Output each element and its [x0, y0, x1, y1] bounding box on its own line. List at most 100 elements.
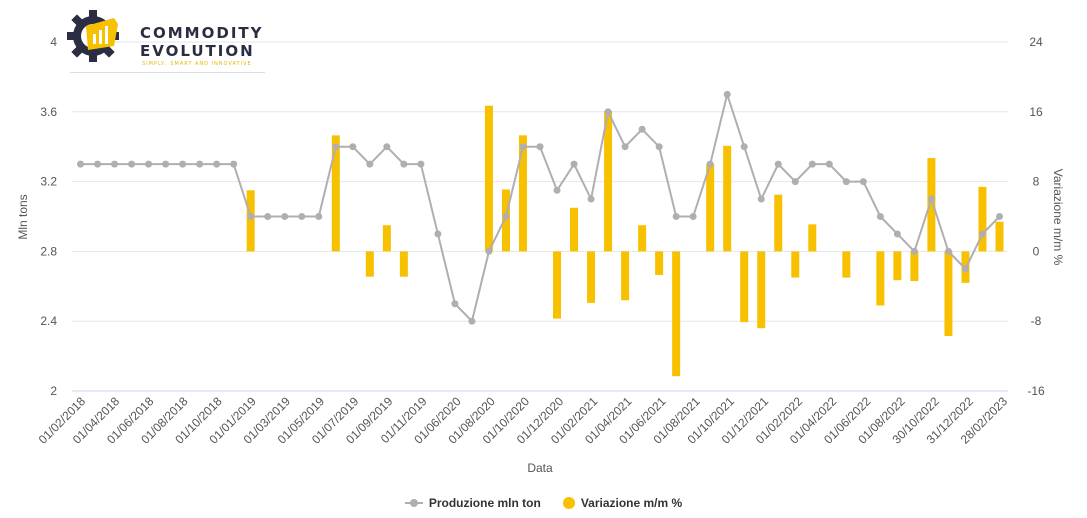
production-point[interactable] — [502, 213, 510, 220]
variation-bar[interactable] — [621, 251, 630, 301]
production-point[interactable] — [383, 143, 391, 151]
production-point[interactable] — [791, 178, 799, 186]
variation-bar[interactable] — [893, 251, 902, 281]
production-point[interactable] — [94, 160, 102, 168]
variation-bar[interactable] — [638, 225, 647, 252]
variation-bar[interactable] — [927, 158, 936, 252]
production-point[interactable] — [145, 160, 153, 168]
production-point[interactable] — [723, 90, 731, 98]
production-point[interactable] — [519, 143, 527, 151]
logo-text-evolution: EVOLUTION — [140, 42, 255, 60]
variation-bar[interactable] — [604, 110, 613, 252]
variation-bar[interactable] — [246, 190, 255, 252]
production-point[interactable] — [706, 160, 714, 168]
production-point[interactable] — [655, 143, 663, 151]
production-point[interactable] — [332, 143, 340, 151]
production-point[interactable] — [162, 160, 170, 168]
production-point[interactable] — [808, 160, 816, 168]
variation-bar[interactable] — [587, 251, 596, 303]
variation-bar[interactable] — [723, 145, 732, 252]
production-point[interactable] — [587, 195, 595, 203]
production-point[interactable] — [859, 178, 867, 186]
production-point[interactable] — [740, 143, 748, 151]
production-point[interactable] — [281, 213, 289, 220]
production-point[interactable] — [247, 213, 255, 220]
variation-bar[interactable] — [672, 251, 681, 377]
bar-series — [246, 105, 1004, 377]
production-point[interactable] — [264, 213, 272, 220]
production-point[interactable] — [434, 230, 442, 238]
production-point[interactable] — [485, 247, 493, 255]
variation-bar[interactable] — [484, 105, 493, 252]
production-point[interactable] — [893, 230, 901, 238]
company-logo: COMMODITY EVOLUTION SIMPLY, SMART AND IN… — [67, 10, 265, 74]
production-point[interactable] — [536, 143, 544, 151]
variation-bar[interactable] — [740, 251, 749, 323]
production-point[interactable] — [961, 265, 969, 273]
production-point[interactable] — [417, 160, 425, 168]
variation-bar[interactable] — [655, 251, 664, 275]
variation-bar[interactable] — [774, 194, 783, 252]
production-point[interactable] — [825, 160, 833, 168]
production-point[interactable] — [638, 125, 646, 133]
production-point[interactable] — [366, 160, 374, 168]
production-point[interactable] — [468, 317, 476, 325]
variation-bar[interactable] — [791, 251, 800, 278]
production-point[interactable] — [910, 247, 918, 255]
production-point[interactable] — [774, 160, 782, 168]
variation-bar[interactable] — [501, 189, 510, 252]
production-point[interactable] — [689, 213, 697, 220]
production-point[interactable] — [196, 160, 204, 168]
production-point[interactable] — [604, 108, 612, 116]
production-point[interactable] — [179, 160, 187, 168]
production-point[interactable] — [757, 195, 765, 203]
production-point[interactable] — [553, 186, 561, 194]
production-point[interactable] — [927, 195, 935, 203]
production-point[interactable] — [570, 160, 578, 168]
production-point[interactable] — [315, 213, 323, 220]
variation-bar[interactable] — [995, 221, 1004, 252]
production-point[interactable] — [451, 300, 459, 308]
variation-bar[interactable] — [842, 251, 851, 278]
production-point[interactable] — [128, 160, 136, 168]
legend-item-production[interactable]: Produzione mln ton — [404, 496, 541, 510]
production-point[interactable] — [944, 247, 952, 255]
left-tick-label: 2.4 — [40, 314, 57, 328]
production-point[interactable] — [842, 178, 850, 186]
right-axis-title: Variazione m/m % — [1051, 169, 1065, 266]
variation-bar[interactable] — [944, 251, 953, 337]
line-marker-icon — [404, 499, 423, 507]
variation-bar[interactable] — [518, 135, 527, 252]
variation-bar[interactable] — [399, 251, 408, 277]
variation-bar[interactable] — [331, 135, 340, 252]
variation-bar[interactable] — [553, 251, 562, 319]
legend-item-variation[interactable]: Variazione m/m % — [562, 496, 682, 510]
right-tick-label: -8 — [1031, 314, 1042, 328]
production-point[interactable] — [672, 213, 680, 220]
production-point[interactable] — [213, 160, 221, 168]
variation-bar[interactable] — [706, 164, 715, 252]
left-axis-ticks: 4 3.6 3.2 2.8 2.4 2 — [40, 35, 57, 398]
variation-bar[interactable] — [382, 225, 391, 252]
left-tick-label: 4 — [50, 35, 57, 49]
production-point[interactable] — [400, 160, 408, 168]
variation-bar[interactable] — [808, 224, 817, 252]
production-point[interactable] — [876, 213, 884, 220]
right-tick-label: 8 — [1033, 175, 1040, 189]
production-point[interactable] — [111, 160, 119, 168]
production-point[interactable] — [77, 160, 85, 168]
gridlines — [72, 41, 1008, 392]
production-point[interactable] — [995, 213, 1003, 220]
variation-bar[interactable] — [876, 251, 885, 306]
production-point[interactable] — [978, 230, 986, 238]
variation-bar[interactable] — [757, 251, 766, 329]
production-point[interactable] — [621, 143, 629, 151]
production-point[interactable] — [298, 213, 306, 220]
variation-bar[interactable] — [365, 251, 374, 277]
variation-bar[interactable] — [910, 251, 919, 282]
line-series — [77, 90, 1003, 325]
variation-bar[interactable] — [978, 186, 987, 252]
production-point[interactable] — [349, 143, 357, 151]
production-point[interactable] — [230, 160, 238, 168]
variation-bar[interactable] — [570, 207, 579, 252]
